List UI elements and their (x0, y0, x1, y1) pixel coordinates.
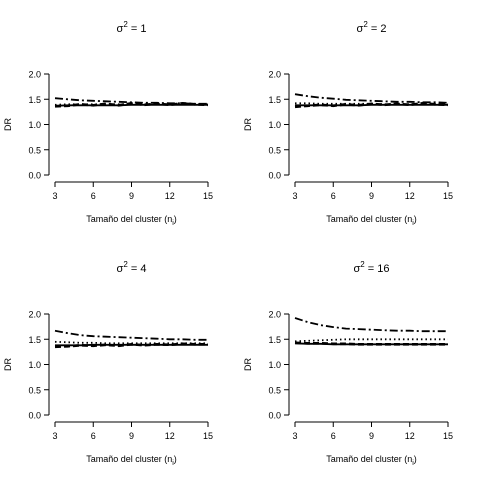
x-tick-label: 12 (405, 191, 415, 201)
panel-title: σ2 = 4 (117, 260, 147, 275)
x-axis-label-subscript: i (172, 460, 174, 467)
x-tick-label: 15 (443, 191, 453, 201)
panel-title-base: σ (353, 263, 360, 275)
y-tick-label: 1.0 (28, 120, 41, 130)
x-tick-label: 6 (91, 431, 96, 441)
y-tick-label: 0.5 (28, 385, 41, 395)
x-axis-label-subscript: i (412, 220, 414, 227)
x-tick-label: 3 (52, 191, 57, 201)
panel-title-superscript: 2 (123, 20, 128, 29)
x-tick-label: 9 (369, 431, 374, 441)
y-axis-label: DR (243, 118, 253, 131)
x-axis-label-end: ) (174, 214, 177, 224)
x-tick-label: 6 (331, 191, 336, 201)
y-tick-label: 0.5 (268, 385, 281, 395)
series-line-dotted (54, 103, 208, 106)
panel-title-base: σ (357, 23, 364, 35)
chart-panel-2: σ2 = 2 0.0 0.5 1.0 1.5 2.0 DR 3 6 9 12 15 Tamaño del… (243, 20, 453, 227)
x-axis-label: Tamaño del cluster (ni) (326, 214, 417, 227)
x-tick-label: 12 (165, 431, 175, 441)
x-tick-label: 9 (369, 191, 374, 201)
y-tick-label: 2.0 (28, 70, 41, 80)
series-line-dotted (294, 338, 448, 343)
x-tick-label: 6 (91, 191, 96, 201)
x-tick-label: 3 (292, 431, 297, 441)
panel-title: σ2 = 16 (353, 260, 389, 275)
y-tick-label: 0.0 (268, 411, 281, 421)
chart-panel-1: σ2 = 1 0.0 0.5 1.0 1.5 2.0 DR 3 6 9 12 15 Tamaño del… (3, 20, 213, 227)
x-tick-label: 15 (443, 431, 453, 441)
panel-title-superscript: 2 (363, 20, 368, 29)
x-axis-label-end: ) (174, 454, 177, 464)
x-axis-label-base: Tamaño del cluster (n (86, 454, 172, 464)
y-tick-label: 1.0 (28, 360, 41, 370)
x-axis-label-base: Tamaño del cluster (n (326, 214, 412, 224)
y-tick-label: 2.0 (268, 310, 281, 320)
y-axis-label: DR (3, 358, 13, 371)
y-tick-label: 0.5 (28, 145, 41, 155)
series-line-dashed (294, 341, 448, 346)
x-tick-label: 9 (129, 431, 134, 441)
panel-title-rest: = 4 (128, 263, 147, 275)
panel-title-superscript: 2 (123, 260, 128, 269)
x-axis-label: Tamaño del cluster (ni) (86, 454, 177, 467)
x-axis-label-base: Tamaño del cluster (n (86, 214, 172, 224)
x-tick-label: 15 (203, 431, 213, 441)
x-axis-label-end: ) (414, 454, 417, 464)
y-tick-label: 2.0 (28, 310, 41, 320)
panel-title-base: σ (117, 263, 124, 275)
x-axis-label: Tamaño del cluster (ni) (86, 214, 177, 227)
y-tick-label: 1.5 (28, 335, 41, 345)
y-tick-label: 1.0 (268, 360, 281, 370)
x-tick-label: 12 (405, 431, 415, 441)
x-tick-label: 12 (165, 191, 175, 201)
x-tick-label: 3 (292, 191, 297, 201)
y-tick-label: 0.5 (268, 145, 281, 155)
series-line-dotted (54, 340, 208, 345)
x-tick-label: 3 (52, 431, 57, 441)
series-line-dashdot (54, 329, 208, 341)
y-tick-label: 2.0 (268, 70, 281, 80)
y-axis-label: DR (3, 118, 13, 131)
x-axis-label-base: Tamaño del cluster (n (326, 454, 412, 464)
chart-panel-4: σ2 = 16 0.0 0.5 1.0 1.5 2.0 DR 3 6 9 12 15 Tamaño de… (243, 260, 453, 467)
y-tick-label: 1.5 (268, 95, 281, 105)
panel-title-rest: = 16 (365, 263, 390, 275)
series-line-dashdot (294, 93, 449, 104)
panel-title: σ2 = 2 (357, 20, 387, 35)
chart-panel-3: σ2 = 4 0.0 0.5 1.0 1.5 2.0 DR 3 6 9 12 15 Tamaño del… (3, 260, 213, 467)
panel-title-rest: = 1 (128, 23, 147, 35)
x-axis-label-end: ) (414, 214, 417, 224)
panel-title-superscript: 2 (360, 260, 365, 269)
panel-title-rest: = 2 (368, 23, 387, 35)
x-tick-label: 9 (129, 191, 134, 201)
y-tick-label: 0.0 (268, 171, 281, 181)
x-tick-label: 6 (331, 431, 336, 441)
y-tick-label: 1.0 (268, 120, 281, 130)
y-tick-label: 1.5 (268, 335, 281, 345)
panel-title: σ2 = 1 (117, 20, 147, 35)
y-tick-label: 0.0 (28, 171, 41, 181)
series-line-dashed (54, 101, 209, 108)
y-axis-label: DR (243, 358, 253, 371)
x-axis-label: Tamaño del cluster (ni) (326, 454, 417, 467)
y-tick-label: 0.0 (28, 411, 41, 421)
x-axis-label-subscript: i (412, 460, 414, 467)
x-tick-label: 15 (203, 191, 213, 201)
series-line-dotted (295, 102, 448, 106)
panel-title-base: σ (117, 23, 124, 35)
series-line-dashed (54, 342, 208, 349)
series-line-dashdot (294, 317, 448, 333)
series-line-dashdot (54, 97, 208, 105)
y-tick-label: 1.5 (28, 95, 41, 105)
x-axis-label-subscript: i (172, 220, 174, 227)
